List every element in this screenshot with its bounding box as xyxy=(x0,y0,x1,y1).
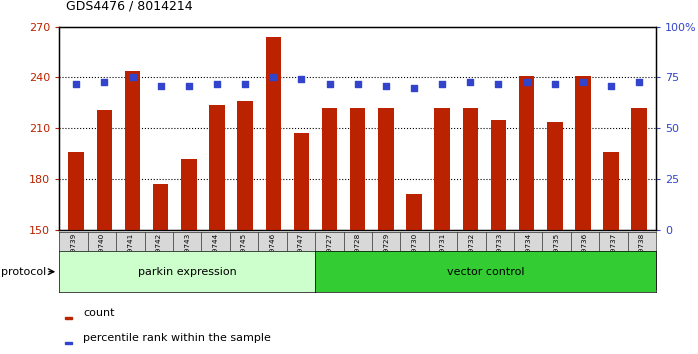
Text: GSM729729: GSM729729 xyxy=(383,233,389,277)
Text: GSM729743: GSM729743 xyxy=(184,233,191,277)
Point xyxy=(408,85,419,91)
Point xyxy=(493,81,504,86)
Point xyxy=(634,79,645,84)
Point xyxy=(549,81,560,86)
Text: GSM729733: GSM729733 xyxy=(497,233,503,277)
Text: GSM729746: GSM729746 xyxy=(269,233,276,277)
Bar xyxy=(575,76,591,230)
Bar xyxy=(209,104,225,230)
Bar xyxy=(66,317,73,319)
Point xyxy=(127,75,138,80)
Point xyxy=(70,81,82,86)
Text: GSM729734: GSM729734 xyxy=(525,233,531,277)
Text: GSM729742: GSM729742 xyxy=(156,233,162,277)
Bar xyxy=(491,120,506,230)
Point xyxy=(268,75,279,80)
Bar xyxy=(265,37,281,230)
Text: GSM729738: GSM729738 xyxy=(639,233,645,277)
Text: GSM729730: GSM729730 xyxy=(412,233,417,277)
Bar xyxy=(378,108,394,230)
Bar xyxy=(322,108,337,230)
Point xyxy=(296,77,307,82)
Text: GSM729732: GSM729732 xyxy=(468,233,475,277)
Point xyxy=(211,81,223,86)
Text: GSM729744: GSM729744 xyxy=(213,233,218,277)
Text: GSM729736: GSM729736 xyxy=(582,233,588,277)
Bar xyxy=(547,121,563,230)
Text: GSM729740: GSM729740 xyxy=(99,233,105,277)
Point xyxy=(184,83,195,88)
Point xyxy=(380,83,392,88)
Bar xyxy=(406,194,422,230)
Point xyxy=(352,81,363,86)
Bar xyxy=(237,101,253,230)
Point xyxy=(605,83,616,88)
Text: GSM729735: GSM729735 xyxy=(554,233,560,277)
Text: vector control: vector control xyxy=(447,267,524,277)
Bar xyxy=(125,71,140,230)
Text: percentile rank within the sample: percentile rank within the sample xyxy=(83,333,271,343)
Bar xyxy=(434,108,450,230)
Bar xyxy=(68,152,84,230)
Text: GDS4476 / 8014214: GDS4476 / 8014214 xyxy=(66,0,193,12)
Point xyxy=(577,79,588,84)
Text: GSM729731: GSM729731 xyxy=(440,233,446,277)
Point xyxy=(465,79,476,84)
Text: parkin expression: parkin expression xyxy=(138,267,237,277)
Text: GSM729745: GSM729745 xyxy=(241,233,247,277)
Bar xyxy=(632,108,647,230)
Text: count: count xyxy=(83,308,114,318)
Bar xyxy=(603,152,619,230)
Point xyxy=(99,79,110,84)
Point xyxy=(324,81,335,86)
Bar xyxy=(96,110,112,230)
Point xyxy=(521,79,532,84)
Text: GSM729741: GSM729741 xyxy=(127,233,133,277)
Bar xyxy=(66,342,73,344)
Bar xyxy=(463,108,478,230)
Bar xyxy=(181,159,197,230)
Bar xyxy=(519,76,535,230)
Text: GSM729739: GSM729739 xyxy=(70,233,77,277)
Point xyxy=(436,81,447,86)
Point xyxy=(239,81,251,86)
Bar xyxy=(294,133,309,230)
Text: GSM729727: GSM729727 xyxy=(326,233,332,277)
Point xyxy=(155,83,166,88)
Text: protocol: protocol xyxy=(1,267,47,277)
Text: GSM729737: GSM729737 xyxy=(611,233,616,277)
Text: GSM729747: GSM729747 xyxy=(298,233,304,277)
Text: GSM729728: GSM729728 xyxy=(355,233,361,277)
Bar xyxy=(350,108,366,230)
Bar xyxy=(153,184,168,230)
